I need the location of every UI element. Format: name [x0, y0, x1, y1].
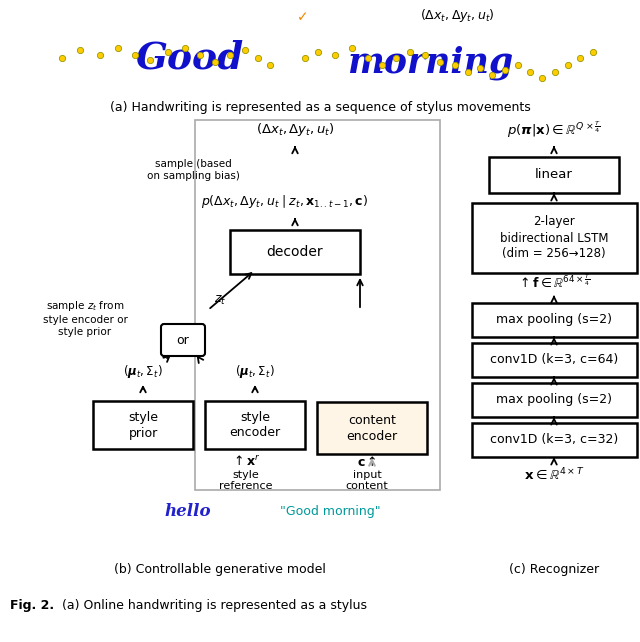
Text: $\uparrow \mathbf{x}^r$: $\uparrow \mathbf{x}^r$ [231, 455, 260, 469]
Text: or: or [177, 333, 189, 347]
Bar [230, 230, 360, 274]
Text: reference: reference [220, 481, 273, 491]
Text: (c) Recognizer: (c) Recognizer [509, 564, 599, 577]
Text: decoder: decoder [267, 245, 323, 259]
Bar [195, 120, 440, 490]
Text: sample (based
on sampling bias): sample (based on sampling bias) [147, 159, 239, 181]
Text: $p(\Delta x_t, \Delta y_t, u_t \mid z_t, \mathbf{x}_{1..t-1}, \mathbf{c})$: $p(\Delta x_t, \Delta y_t, u_t \mid z_t,… [202, 193, 369, 211]
Bar [472, 303, 637, 337]
Text: input: input [353, 470, 381, 480]
Text: max pooling (s=2): max pooling (s=2) [496, 313, 612, 327]
Text: $\checkmark$: $\checkmark$ [296, 9, 308, 23]
Text: $(\boldsymbol{\mu}_t, \Sigma_t)$: $(\boldsymbol{\mu}_t, \Sigma_t)$ [123, 363, 163, 381]
Text: (a) Handwriting is represented as a sequence of stylus movements: (a) Handwriting is represented as a sequ… [109, 101, 531, 114]
Text: $(\boldsymbol{\mu}_t, \Sigma_t)$: $(\boldsymbol{\mu}_t, \Sigma_t)$ [235, 363, 275, 381]
Text: $z_t$: $z_t$ [214, 293, 226, 306]
Text: $\uparrow \mathbf{f} \in \mathbb{R}^{64 \times \frac{T}{4}}$: $\uparrow \mathbf{f} \in \mathbb{R}^{64 … [517, 273, 591, 291]
Text: $(\Delta x_t, \Delta y_t, u_t)$: $(\Delta x_t, \Delta y_t, u_t)$ [255, 121, 335, 139]
Bar [93, 401, 193, 449]
Text: conv1D (k=3, c=32): conv1D (k=3, c=32) [490, 433, 618, 446]
Bar [205, 401, 305, 449]
Text: conv1D (k=3, c=64): conv1D (k=3, c=64) [490, 354, 618, 367]
FancyBboxPatch shape [161, 324, 205, 356]
Bar [472, 343, 637, 377]
Bar [472, 203, 637, 273]
Text: style
encoder: style encoder [229, 410, 280, 440]
Text: (b) Controllable generative model: (b) Controllable generative model [114, 564, 326, 577]
Text: content: content [346, 481, 388, 491]
Text: Fig. 2.: Fig. 2. [10, 598, 54, 611]
Text: linear: linear [535, 168, 573, 182]
Text: content
encoder: content encoder [346, 413, 397, 442]
Text: style: style [232, 470, 259, 480]
Text: "Good morning": "Good morning" [280, 505, 380, 519]
Text: Good: Good [136, 40, 244, 76]
Text: 2-layer
bidirectional LSTM
(dim = 256→128): 2-layer bidirectional LSTM (dim = 256→12… [500, 216, 608, 261]
Text: style
prior: style prior [128, 410, 158, 440]
Text: max pooling (s=2): max pooling (s=2) [496, 394, 612, 406]
Text: sample $z_t$ from
style encoder or
style prior: sample $z_t$ from style encoder or style… [43, 299, 127, 336]
Text: (a) Online handwriting is represented as a stylus: (a) Online handwriting is represented as… [58, 598, 367, 611]
Bar [472, 423, 637, 457]
Text: morning: morning [347, 46, 513, 80]
Text: $p(\boldsymbol{\pi}|\mathbf{x}) \in \mathbb{R}^{Q \times \frac{T}{4}}$: $p(\boldsymbol{\pi}|\mathbf{x}) \in \mat… [507, 120, 601, 140]
Text: $(\Delta x_t, \Delta y_t, u_t)$: $(\Delta x_t, \Delta y_t, u_t)$ [420, 6, 495, 24]
Bar [472, 383, 637, 417]
Bar [317, 402, 427, 454]
Text: $\mathbf{c}\uparrow$: $\mathbf{c}\uparrow$ [357, 455, 377, 469]
Bar [489, 157, 619, 193]
Text: $\mathbf{x} \in \mathbb{R}^{4 \times T}$: $\mathbf{x} \in \mathbb{R}^{4 \times T}$ [524, 467, 584, 483]
Text: hello: hello [164, 503, 211, 521]
